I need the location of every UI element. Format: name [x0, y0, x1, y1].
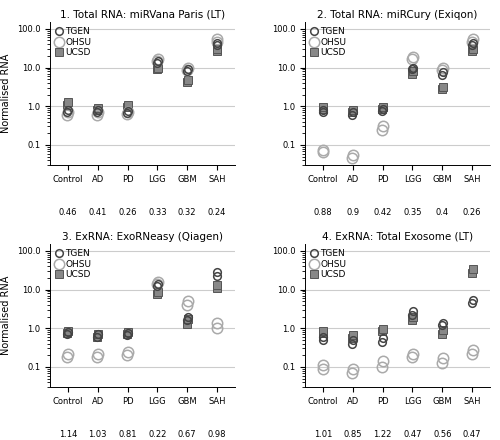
Legend: TGEN, OHSU, UCSD: TGEN, OHSU, UCSD [54, 249, 92, 280]
Text: 0.47: 0.47 [463, 430, 481, 439]
Text: 0.9: 0.9 [346, 208, 360, 217]
Title: 4. ExRNA: Total Exosome (LT): 4. ExRNA: Total Exosome (LT) [322, 232, 473, 242]
Text: 0.88: 0.88 [314, 208, 332, 217]
Title: 2. Total RNA: miRCury (Exiqon): 2. Total RNA: miRCury (Exiqon) [318, 10, 478, 20]
Y-axis label: Normalised RNA: Normalised RNA [1, 276, 11, 355]
Text: 0.67: 0.67 [178, 430, 197, 439]
Text: 0.33: 0.33 [148, 208, 167, 217]
Text: 0.98: 0.98 [208, 430, 226, 439]
Text: 0.32: 0.32 [178, 208, 197, 217]
Text: 1.14: 1.14 [58, 430, 77, 439]
Text: 0.41: 0.41 [88, 208, 107, 217]
Text: 0.22: 0.22 [148, 430, 167, 439]
Text: 0.46: 0.46 [58, 208, 77, 217]
Text: 0.42: 0.42 [374, 208, 392, 217]
Text: 0.26: 0.26 [463, 208, 481, 217]
Text: 0.26: 0.26 [118, 208, 137, 217]
Y-axis label: Normalised RNA: Normalised RNA [1, 54, 11, 133]
Legend: TGEN, OHSU, UCSD: TGEN, OHSU, UCSD [54, 26, 92, 58]
Text: 0.85: 0.85 [344, 430, 362, 439]
Text: 0.24: 0.24 [208, 208, 226, 217]
Legend: TGEN, OHSU, UCSD: TGEN, OHSU, UCSD [310, 249, 348, 280]
Title: 3. ExRNA: ExoRNeasy (Qiagen): 3. ExRNA: ExoRNeasy (Qiagen) [62, 232, 223, 242]
Title: 1. Total RNA: miRVana Paris (LT): 1. Total RNA: miRVana Paris (LT) [60, 10, 225, 20]
Text: 0.56: 0.56 [433, 430, 452, 439]
Text: 0.47: 0.47 [403, 430, 421, 439]
Text: 1.22: 1.22 [374, 430, 392, 439]
Text: 1.03: 1.03 [88, 430, 107, 439]
Legend: TGEN, OHSU, UCSD: TGEN, OHSU, UCSD [310, 26, 348, 58]
Text: 0.35: 0.35 [403, 208, 421, 217]
Text: 0.81: 0.81 [118, 430, 137, 439]
Text: 0.4: 0.4 [436, 208, 449, 217]
Text: 1.01: 1.01 [314, 430, 332, 439]
